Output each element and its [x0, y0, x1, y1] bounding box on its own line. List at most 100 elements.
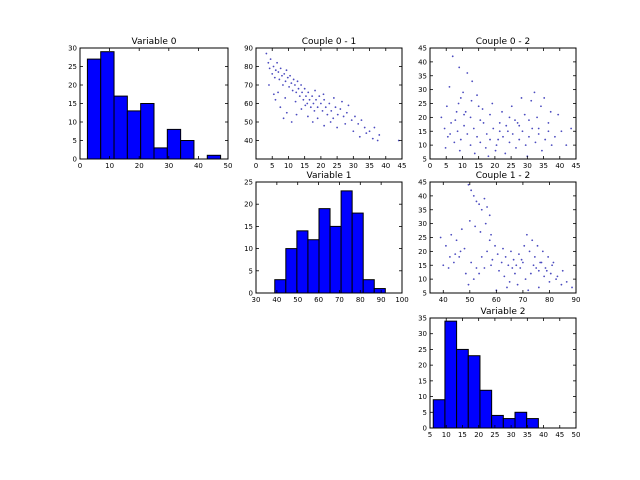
y-tick-label: 40 — [418, 192, 427, 200]
y-tick-label: 25 — [244, 179, 253, 187]
scatter-point — [376, 139, 379, 142]
scatter-point — [282, 117, 285, 120]
chart-panel-2: 0 5 10 15 20 25 30 35 40 4551015202530354045Coupl… — [418, 37, 580, 170]
scatter-point — [459, 138, 462, 141]
scatter-point — [550, 144, 553, 147]
scatter-point — [368, 130, 371, 133]
scatter-point — [489, 113, 491, 116]
scatter-point — [456, 130, 459, 133]
y-tick-label: 15 — [418, 262, 427, 270]
x-tick-label: 35 — [365, 162, 374, 170]
scatter-point — [304, 104, 307, 107]
y-tick-label: 80 — [244, 63, 253, 71]
x-tick-label: 100 — [395, 296, 408, 304]
x-tick-label: 20 — [316, 162, 325, 170]
scatter-point — [365, 132, 368, 135]
x-tick-label: 15 — [300, 162, 309, 170]
y-tick-label: 40 — [244, 137, 253, 145]
y-tick-label: 25 — [418, 234, 427, 242]
scatter-point — [448, 85, 451, 88]
scatter-point — [268, 84, 270, 86]
histogram-bar — [296, 230, 309, 294]
y-tick-label: 5 — [423, 409, 427, 417]
scatter-point — [532, 264, 535, 267]
scatter-point — [544, 138, 547, 141]
scatter-point — [315, 98, 317, 101]
scatter-point — [510, 250, 512, 253]
y-tick-label: 10 — [244, 245, 253, 253]
chart-title: Variable 2 — [480, 307, 525, 317]
y-tick-label: 30 — [418, 220, 427, 228]
scatter-point — [288, 85, 290, 88]
scatter-point — [363, 126, 366, 129]
scatter-point — [471, 80, 474, 83]
scatter-point — [571, 286, 573, 289]
scatter-point — [305, 95, 307, 97]
scatter-point — [521, 130, 524, 133]
scatter-point — [468, 219, 471, 222]
scatter-point — [439, 236, 442, 239]
y-tick-label: 70 — [244, 82, 253, 90]
scatter-point — [506, 130, 509, 133]
scatter-point — [525, 233, 528, 236]
scatter-point — [298, 95, 301, 97]
y-tick-label: 30 — [418, 86, 427, 94]
scatter-point — [565, 144, 568, 147]
scatter-point — [289, 74, 291, 77]
y-tick-label: 20 — [418, 362, 427, 370]
histogram-bar — [526, 418, 539, 429]
scatter-point — [528, 119, 530, 122]
scatter-point — [453, 141, 456, 144]
scatter-point — [487, 155, 490, 158]
x-tick-label: 40 — [272, 296, 281, 304]
scatter-point — [494, 149, 497, 152]
scatter-point — [277, 71, 280, 73]
x-tick-label: 40 — [381, 162, 390, 170]
x-tick-label: 50 — [572, 431, 581, 439]
scatter-point — [527, 289, 530, 292]
scatter-point — [332, 117, 335, 120]
x-tick-label: 10 — [442, 431, 451, 439]
scatter-point — [300, 84, 302, 86]
histogram-bar — [318, 208, 331, 294]
x-tick-label: 5 — [270, 162, 274, 170]
scatter-point — [397, 139, 400, 142]
scatter-point — [473, 152, 476, 155]
scatter-point — [516, 283, 519, 286]
scatter-point — [490, 264, 492, 267]
scatter-point — [284, 80, 287, 83]
x-tick-label: 30 — [252, 296, 261, 304]
scatter-point — [514, 272, 516, 275]
scatter-point — [491, 102, 494, 105]
y-tick-label: 15 — [68, 100, 77, 108]
x-tick-label: 20 — [474, 431, 483, 439]
scatter-point — [455, 239, 458, 242]
y-tick-label: 20 — [244, 201, 253, 209]
scatter-point — [467, 183, 470, 186]
y-tick-label: 20 — [68, 82, 77, 90]
scatter-point — [543, 275, 546, 278]
scatter-point — [470, 99, 473, 102]
scatter-point — [294, 100, 297, 103]
scatter-point — [531, 127, 534, 130]
scatter-point — [452, 261, 455, 264]
scatter-point — [486, 250, 488, 253]
scatter-point — [495, 144, 498, 147]
scatter-point — [328, 102, 331, 105]
x-tick-label: 40 — [194, 162, 203, 170]
x-tick-label: 90 — [572, 296, 581, 304]
scatter-point — [510, 105, 513, 108]
scatter-point — [371, 137, 374, 140]
x-tick-label: 10 — [105, 162, 114, 170]
scatter-point — [329, 121, 332, 123]
scatter-point — [549, 272, 552, 275]
scatter-point — [537, 127, 540, 130]
x-tick-label: 90 — [377, 296, 386, 304]
y-tick-label: 20 — [418, 248, 427, 256]
scatter-point — [445, 105, 448, 108]
scatter-point — [459, 250, 462, 253]
scatter-point — [547, 122, 550, 124]
scatter-point — [498, 269, 500, 272]
scatter-point — [478, 203, 481, 206]
scatter-point — [306, 102, 309, 105]
